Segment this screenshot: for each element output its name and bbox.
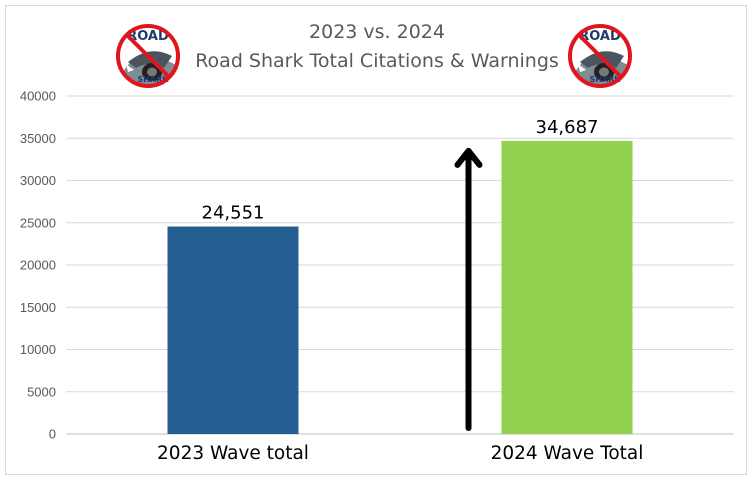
chart-title-line-1: 2023 vs. 2024 bbox=[309, 21, 445, 43]
bars bbox=[167, 140, 633, 435]
bar bbox=[501, 140, 633, 435]
y-tick-label: 30000 bbox=[20, 173, 56, 188]
logo-left-shark-text: SHARK bbox=[137, 75, 169, 84]
x-tick-label: 2024 Wave Total bbox=[491, 443, 644, 464]
logo-right-shark-text: SHARK bbox=[589, 75, 621, 84]
x-tick-label: 2023 Wave total bbox=[157, 443, 309, 464]
data-label: 24,551 bbox=[202, 203, 265, 224]
road-shark-logo-right: ROAD SHARK bbox=[568, 24, 632, 88]
y-tick-label: 35000 bbox=[20, 131, 56, 146]
y-tick-label: 10000 bbox=[20, 342, 56, 357]
up-arrow-annotation bbox=[454, 147, 483, 431]
y-tick-label: 25000 bbox=[20, 215, 56, 230]
logo-right-road-text: ROAD bbox=[579, 29, 621, 44]
bar bbox=[167, 226, 299, 434]
y-tick-label: 0 bbox=[49, 427, 56, 442]
data-labels: 24,551 34,687 bbox=[202, 117, 599, 224]
gridlines bbox=[66, 95, 734, 435]
y-tick-label: 40000 bbox=[20, 89, 56, 104]
chart-title-line-2: Road Shark Total Citations & Warnings bbox=[195, 50, 559, 72]
y-tick-label: 5000 bbox=[27, 384, 56, 399]
y-tick-label: 20000 bbox=[20, 258, 56, 273]
x-axis-ticks: 2023 Wave total 2024 Wave Total bbox=[157, 443, 643, 464]
y-axis-ticks: 0 5000 10000 15000 20000 25000 30000 35000 40000 bbox=[20, 89, 56, 442]
y-tick-label: 15000 bbox=[20, 300, 56, 315]
logo-left-road-text: ROAD bbox=[127, 29, 169, 44]
data-label: 34,687 bbox=[536, 117, 599, 138]
arrow-head bbox=[454, 147, 483, 168]
road-shark-logo-left: ROAD SHARK bbox=[116, 24, 180, 88]
